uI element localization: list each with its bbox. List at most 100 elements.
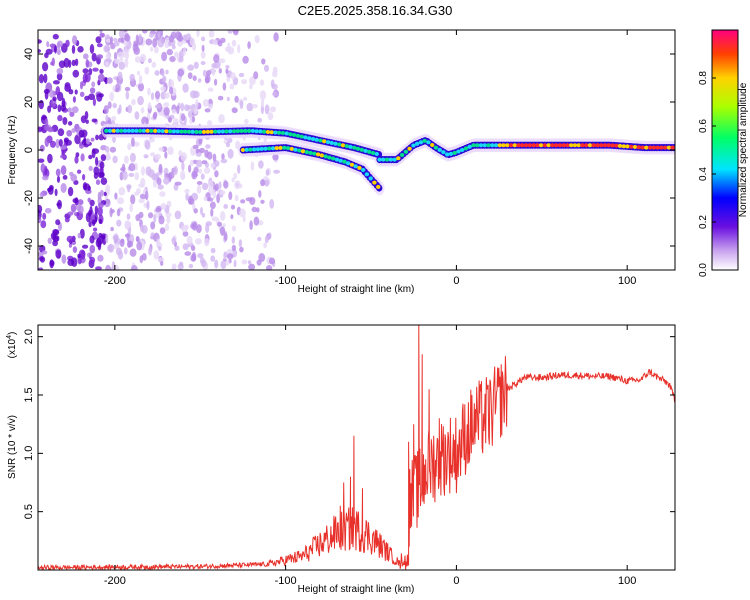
noise-cell <box>96 54 104 60</box>
noise-cell <box>129 73 135 82</box>
noise-cell <box>240 199 246 204</box>
noise-cell <box>112 85 116 92</box>
noise-cell <box>247 41 251 49</box>
ridge-core-cell <box>235 129 240 134</box>
ridge-core-cell <box>122 128 128 133</box>
ridge-core-cell <box>164 129 169 134</box>
ridge-core-cell <box>374 152 379 156</box>
noise-cell <box>154 90 161 100</box>
ridge-core-cell <box>422 138 427 143</box>
ridge-core-cell <box>274 146 279 151</box>
noise-cell <box>38 39 42 44</box>
noise-cell <box>160 86 167 92</box>
ridge-core-cell <box>205 129 210 134</box>
noise-cell <box>97 254 104 262</box>
ridge-core-cell <box>359 147 364 152</box>
noise-cell <box>78 205 84 214</box>
noise-cell <box>185 192 189 201</box>
noise-cell <box>264 235 269 244</box>
noise-cell <box>187 64 195 71</box>
noise-cell <box>52 229 60 236</box>
noise-cell <box>214 170 219 178</box>
ridge-core-cell <box>505 143 510 148</box>
ridge-core-cell <box>364 172 370 177</box>
ridge-core-cell <box>414 141 420 146</box>
ridge-core-cell <box>333 141 338 146</box>
noise-cell <box>197 253 204 259</box>
noise-cell <box>210 208 214 217</box>
noise-cell <box>38 267 44 270</box>
noise-cell <box>169 56 176 63</box>
ridge-core-cell <box>542 143 548 148</box>
noise-cell <box>154 70 160 76</box>
noise-cell <box>118 187 126 196</box>
noise-cell <box>45 48 53 55</box>
noise-cell <box>213 54 220 63</box>
ridge-core-cell <box>304 150 309 155</box>
noise-cell <box>200 207 203 215</box>
noise-cell <box>261 58 266 65</box>
ridge-core-cell <box>338 158 343 163</box>
noise-cell <box>161 69 165 77</box>
noise-cell <box>154 104 162 109</box>
noise-cell <box>223 204 228 209</box>
ridge-core-cell <box>282 145 287 150</box>
noise-cell <box>187 105 191 110</box>
noise-cell <box>147 102 152 110</box>
ridge-core-cell <box>538 143 544 148</box>
ridge-core-cell <box>430 143 435 147</box>
noise-cell <box>226 253 234 260</box>
noise-cell <box>100 154 107 162</box>
noise-cell <box>71 128 76 133</box>
noise-cell <box>225 64 230 70</box>
noise-cell <box>114 58 121 65</box>
noise-cell <box>219 226 226 236</box>
noise-cell <box>140 107 145 114</box>
ridge-core-cell <box>171 129 177 134</box>
colorbar-tick-label: 0.2 <box>698 215 709 229</box>
noise-cell <box>171 264 176 270</box>
noise-cell <box>145 190 149 201</box>
noise-cell <box>134 56 142 63</box>
noise-cell <box>264 179 270 187</box>
noise-cell <box>227 30 233 34</box>
noise-cell <box>82 68 89 74</box>
noise-cell <box>106 77 113 84</box>
noise-cell <box>168 117 172 123</box>
noise-cell <box>140 224 144 233</box>
noise-cell <box>126 184 132 190</box>
noise-cell <box>128 163 136 172</box>
noise-cell <box>253 216 260 226</box>
ridge-core-cell <box>433 145 439 150</box>
heatmap-y-tick-label: 40 <box>23 48 35 60</box>
ridge-core-cell <box>284 131 289 136</box>
noise-cell <box>180 152 187 162</box>
ridge-core-cell <box>299 134 304 139</box>
ridge-core-cell <box>486 143 491 148</box>
noise-cell <box>157 184 164 190</box>
noise-cell <box>131 98 136 106</box>
noise-cell <box>220 211 226 221</box>
noise-cell <box>183 34 187 42</box>
noise-cell <box>61 97 66 108</box>
ridge-core-cell <box>243 128 248 133</box>
noise-cell <box>44 207 52 214</box>
noise-cell <box>118 61 126 70</box>
noise-cell <box>177 35 184 42</box>
noise-cell <box>132 42 139 53</box>
noise-cell <box>55 86 61 96</box>
noise-cell <box>105 151 111 161</box>
noise-cell <box>233 172 237 180</box>
noise-cell <box>77 169 82 174</box>
ridge-core-cell <box>145 128 150 133</box>
ridge-core-cell <box>119 128 124 133</box>
noise-cell <box>204 108 211 113</box>
ridge-core-cell <box>183 129 188 134</box>
noise-cell <box>93 166 100 175</box>
noise-cell <box>63 137 69 143</box>
ridge-core-cell <box>411 143 416 148</box>
noise-cell <box>158 215 165 225</box>
ridge-core-cell <box>269 130 274 135</box>
colorbar-tick-label: 0.6 <box>698 119 709 133</box>
